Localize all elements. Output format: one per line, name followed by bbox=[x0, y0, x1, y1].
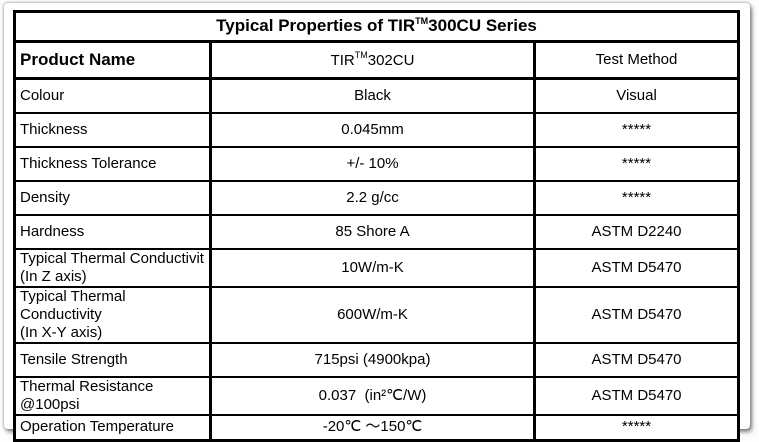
value-cell: +/- 10% bbox=[209, 145, 536, 182]
value-cell: 2.2 g/cc bbox=[209, 179, 536, 216]
property-cell: Thermal Resistance @100psi bbox=[13, 375, 212, 416]
method-cell: ASTM D5470 bbox=[532, 285, 740, 344]
trademark-superscript: TM bbox=[415, 15, 429, 26]
property-cell: Operation Temperature bbox=[13, 413, 212, 442]
property-cell: Thickness Tolerance bbox=[13, 145, 212, 182]
property-label: Thickness bbox=[20, 120, 88, 138]
property-cell: Typical Thermal Conductivity (In X-Y axis… bbox=[13, 285, 212, 344]
product-prefix: TIR bbox=[330, 51, 355, 69]
header-test-method: Test Method bbox=[532, 40, 740, 80]
property-label: Tensile Strength bbox=[20, 350, 128, 368]
method-cell: ASTM D5470 bbox=[532, 375, 740, 416]
value-cell: Black bbox=[209, 77, 536, 114]
table-row-colour: Colour Black Visual bbox=[13, 77, 740, 114]
method-cell: ***** bbox=[532, 145, 740, 182]
method-cell: ***** bbox=[532, 179, 740, 216]
value-cell: 10W/m-K bbox=[209, 247, 536, 288]
table-title: Typical Properties of TIRTM300CU Series bbox=[13, 10, 740, 43]
method-cell: ASTM D5470 bbox=[532, 341, 740, 378]
method-cell: ***** bbox=[532, 111, 740, 148]
title-suffix: 300CU Series bbox=[428, 16, 537, 36]
table-row-thickness: Thickness 0.045mm ***** bbox=[13, 111, 740, 148]
property-cell: Thickness bbox=[13, 111, 212, 148]
trademark-superscript: TM bbox=[354, 49, 368, 60]
property-label: Typical Thermal Conductivit bbox=[20, 249, 204, 267]
method-cell: ASTM D5470 bbox=[532, 247, 740, 288]
table-row-operation-temperature: Operation Temperature -20℃ ～150℃ ***** bbox=[13, 413, 740, 442]
product-suffix: 302CU bbox=[367, 51, 415, 69]
property-label-line2: (In X-Y axis) bbox=[20, 323, 103, 341]
value-cell: -20℃ ～150℃ bbox=[209, 413, 536, 442]
table-row-thermal-conductivity-z: Typical Thermal Conductivit (In Z axis) 1… bbox=[13, 247, 740, 288]
value-cell: 600W/m-K bbox=[209, 285, 536, 344]
table-row-thickness-tolerance: Thickness Tolerance +/- 10% ***** bbox=[13, 145, 740, 182]
property-label: Colour bbox=[20, 86, 65, 104]
property-label: Hardness bbox=[20, 222, 85, 240]
property-label: Thickness Tolerance bbox=[20, 154, 157, 172]
table-row-thermal-resistance: Thermal Resistance @100psi 0.037 (in²℃/W… bbox=[13, 375, 740, 416]
value-cell: 0.045mm bbox=[209, 111, 536, 148]
document-sheet: Typical Properties of TIRTM300CU Series … bbox=[4, 3, 750, 442]
value-cell: 715psi (4900kpa) bbox=[209, 341, 536, 378]
method-cell: ASTM D2240 bbox=[532, 213, 740, 250]
value-cell: 0.037 (in²℃/W) bbox=[209, 375, 536, 416]
table-row-thermal-conductivity-xy: Typical Thermal Conductivity (In X-Y axis… bbox=[13, 285, 740, 344]
table-row-hardness: Hardness 85 Shore A ASTM D2240 bbox=[13, 213, 740, 250]
value-cell: 85 Shore A bbox=[209, 213, 536, 250]
property-label: Typical Thermal Conductivity bbox=[20, 287, 130, 323]
title-prefix: Typical Properties of TIR bbox=[216, 16, 416, 36]
header-product-name: Product Name bbox=[13, 40, 212, 80]
property-cell: Density bbox=[13, 179, 212, 216]
header-product-cell: TIRTM302CU bbox=[209, 40, 536, 80]
property-label-line2: (In Z axis) bbox=[20, 267, 87, 285]
property-label: Operation Temperature bbox=[20, 418, 174, 436]
property-cell: Typical Thermal Conductivit (In Z axis) bbox=[13, 247, 212, 288]
table-row-density: Density 2.2 g/cc ***** bbox=[13, 179, 740, 216]
property-cell: Tensile Strength bbox=[13, 341, 212, 378]
method-cell: ***** bbox=[532, 413, 740, 442]
property-cell: Colour bbox=[13, 77, 212, 114]
method-cell: Visual bbox=[532, 77, 740, 114]
properties-table: Typical Properties of TIRTM300CU Series … bbox=[13, 10, 741, 442]
table-row-tensile-strength: Tensile Strength 715psi (4900kpa) ASTM D… bbox=[13, 341, 740, 378]
property-label: Thermal Resistance @100psi bbox=[20, 377, 162, 413]
table-header-row: Product Name TIRTM302CU Test Method bbox=[13, 40, 740, 80]
table-title-row: Typical Properties of TIRTM300CU Series bbox=[13, 10, 740, 43]
property-label: Density bbox=[20, 188, 71, 206]
property-cell: Hardness bbox=[13, 213, 212, 250]
